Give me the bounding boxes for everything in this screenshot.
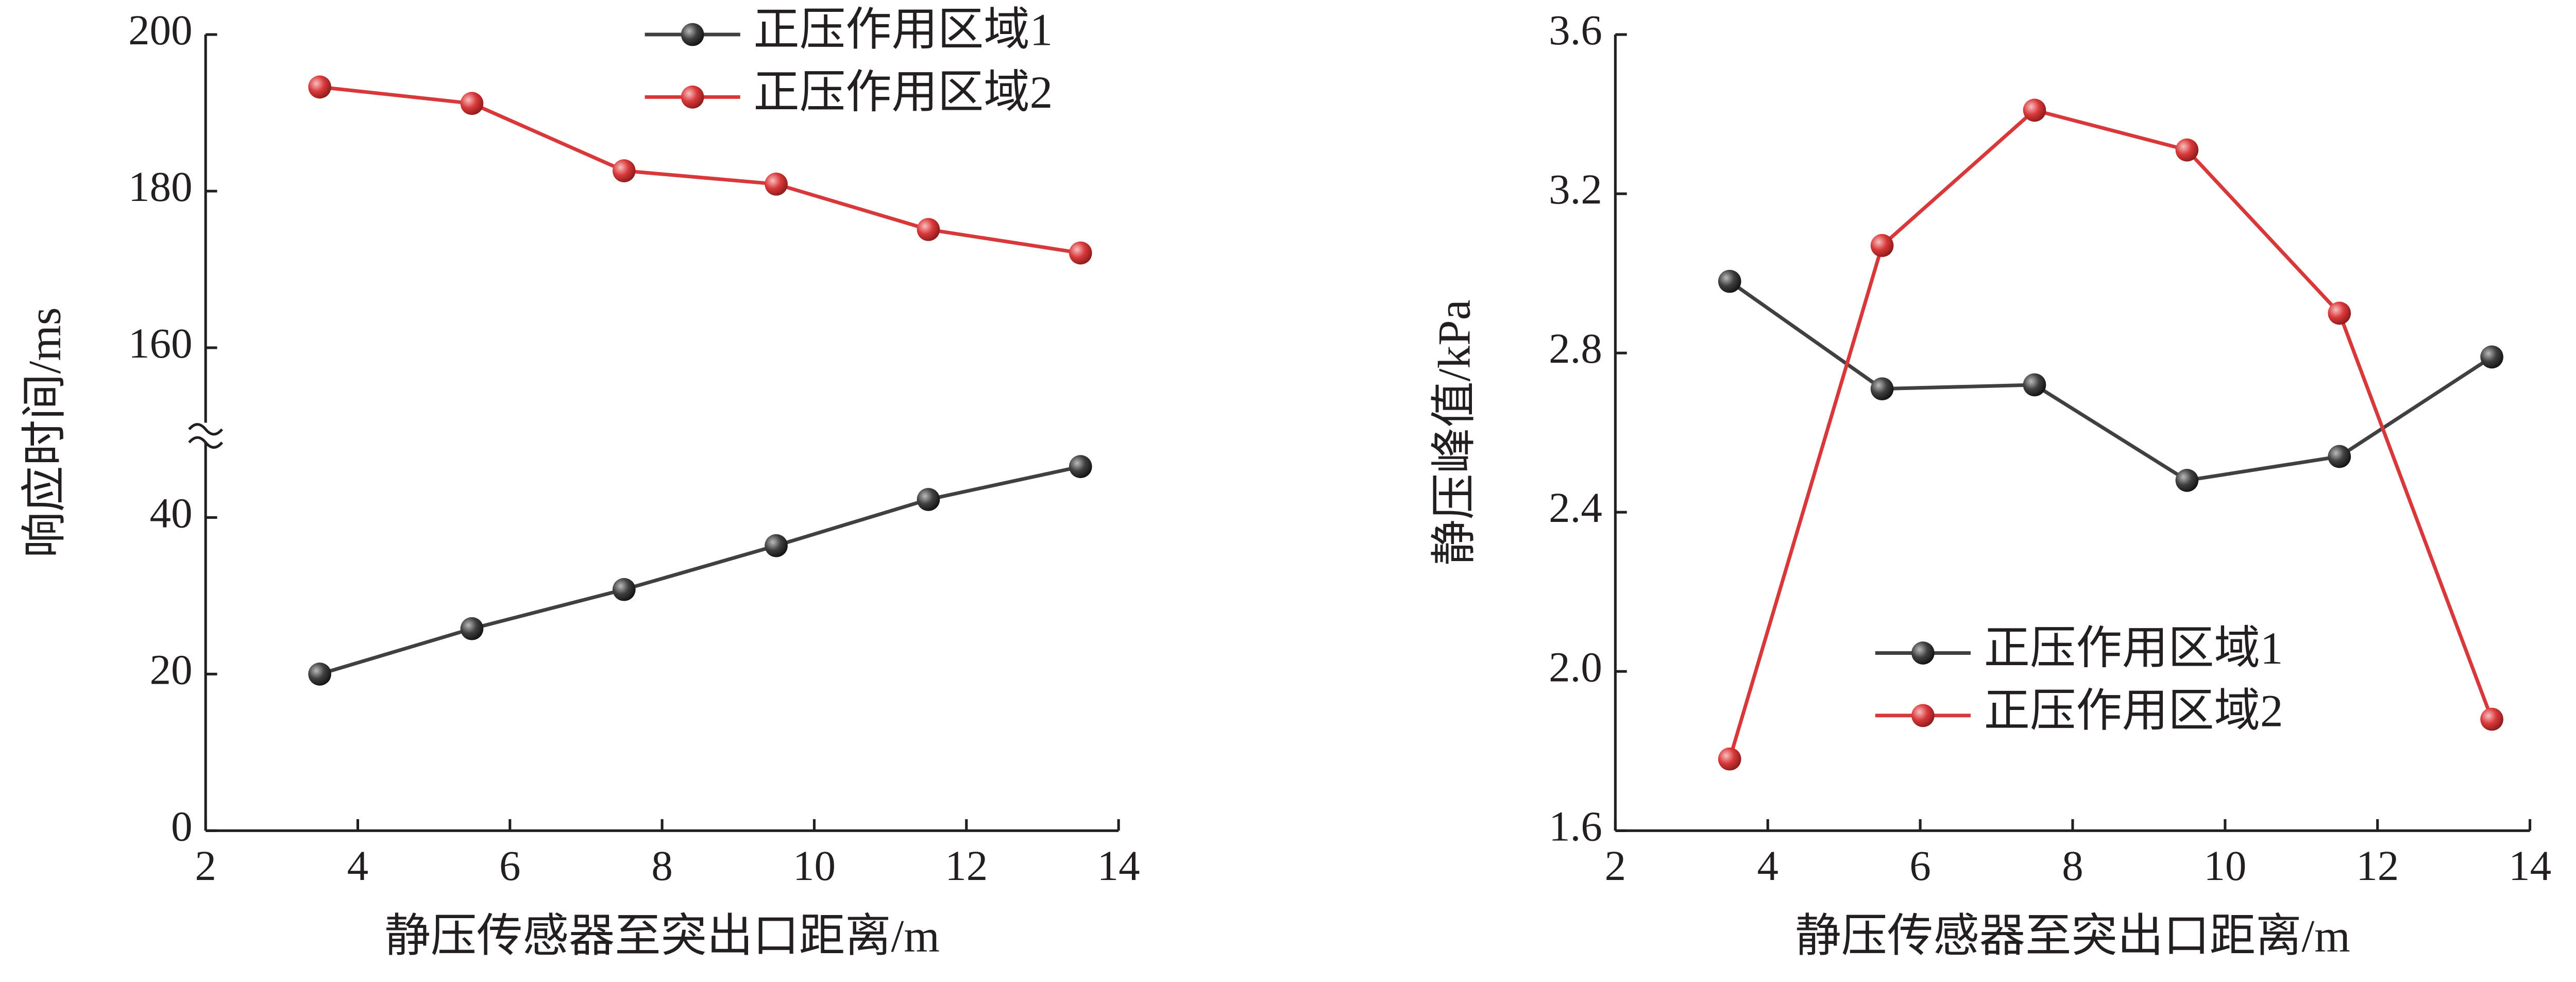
y-tick-label: 0 — [171, 802, 193, 850]
x-tick-label: 4 — [347, 842, 369, 889]
data-point — [308, 75, 331, 99]
x-tick-label: 4 — [1757, 842, 1778, 889]
y-tick-label: 40 — [150, 489, 193, 536]
data-point — [612, 159, 636, 182]
data-point — [1069, 455, 1092, 478]
data-point — [2480, 345, 2503, 369]
data-point — [917, 218, 940, 241]
data-point — [1718, 269, 1741, 293]
y-tick-label: 2.0 — [1549, 643, 1602, 690]
legend-marker — [681, 86, 704, 109]
x-tick-label: 8 — [2062, 842, 2083, 889]
y-tick-label: 3.6 — [1549, 6, 1602, 54]
y-tick-label: 3.2 — [1549, 165, 1602, 213]
data-point — [765, 534, 788, 557]
x-tick-label: 10 — [2204, 842, 2246, 889]
data-point — [765, 172, 788, 196]
data-point — [1870, 234, 1894, 257]
y-tick-label: 180 — [128, 163, 193, 210]
data-point — [917, 488, 940, 511]
x-tick-label: 6 — [499, 842, 521, 889]
y-tick-label: 1.6 — [1549, 802, 1602, 850]
data-point — [612, 578, 636, 601]
legend-label: 正压作用区域1 — [753, 5, 1053, 56]
legend-marker — [681, 23, 704, 46]
y-axis-label: 响应时间/ms — [19, 307, 70, 558]
y-tick-label: 2.8 — [1549, 325, 1602, 372]
data-point — [460, 92, 484, 115]
axis-break — [188, 423, 223, 449]
data-point — [2023, 373, 2046, 397]
x-tick-label: 8 — [651, 842, 673, 889]
x-tick-label: 2 — [1605, 842, 1626, 889]
data-point — [2480, 707, 2503, 731]
data-point — [2175, 469, 2199, 492]
data-point — [1718, 747, 1741, 771]
data-point — [2328, 445, 2351, 468]
series-line — [1728, 280, 2493, 483]
series-line — [319, 465, 1081, 676]
data-point — [2175, 138, 2199, 162]
data-point — [2023, 98, 2046, 122]
legend-label: 正压作用区域2 — [753, 67, 1053, 118]
x-tick-label: 14 — [1097, 842, 1140, 889]
data-point — [460, 617, 484, 640]
legend-label: 正压作用区域1 — [1984, 623, 2283, 674]
y-tick-label: 20 — [150, 646, 193, 693]
y-tick-label: 2.4 — [1549, 484, 1602, 531]
x-tick-label: 6 — [1909, 842, 1931, 889]
data-point — [308, 662, 331, 686]
legend-label: 正压作用区域2 — [1984, 685, 2283, 736]
x-tick-label: 12 — [945, 842, 988, 889]
data-point — [1870, 377, 1894, 401]
x-axis-label: 静压传感器至突出口距离/m — [1795, 911, 2350, 962]
x-tick-label: 2 — [195, 842, 216, 889]
x-tick-label: 12 — [2356, 842, 2399, 889]
y-axis-label: 静压峰值/kPa — [1429, 299, 1480, 565]
data-point — [1069, 241, 1092, 265]
data-point — [2328, 301, 2351, 325]
y-tick-label: 200 — [128, 6, 193, 54]
x-axis-label: 静压传感器至突出口距离/m — [384, 911, 940, 962]
legend-marker — [1911, 704, 1935, 727]
x-tick-label: 14 — [2509, 842, 2551, 889]
series-line — [319, 85, 1081, 255]
y-tick-label: 160 — [128, 319, 193, 367]
series-line — [1727, 108, 2494, 760]
x-tick-label: 10 — [793, 842, 836, 889]
legend-marker — [1911, 641, 1935, 665]
